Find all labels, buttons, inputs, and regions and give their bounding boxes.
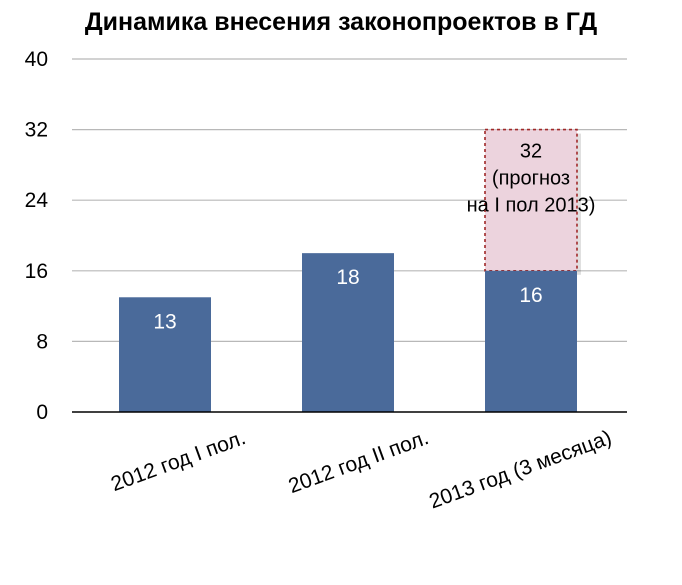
chart-title: Динамика внесения законопроектов в ГД: [85, 8, 598, 36]
forecast-label: 32 (прогноз на I пол 2013): [467, 141, 596, 217]
y-tick-label: 32: [25, 119, 48, 142]
y-axis-ticks: 0 8 16 24 32 40: [25, 48, 49, 424]
y-tick-label: 40: [25, 48, 48, 71]
forecast-label-line: (прогноз: [492, 168, 570, 190]
bar-value-label: 18: [336, 266, 359, 289]
x-category-label: 2013 год (3 месяца): [426, 426, 615, 513]
bar: [302, 253, 394, 412]
y-tick-label: 16: [25, 260, 48, 283]
bar-value-label: 16: [519, 284, 542, 307]
forecast-layer: 32 (прогноз на I пол 2013): [467, 128, 596, 275]
x-axis-categories: 2012 год I пол. 2012 год II пол.2013 год …: [108, 426, 615, 513]
bar: [119, 297, 211, 412]
bar: [485, 270, 577, 412]
bar-value-label: 13: [153, 310, 176, 333]
x-category-label: 2012 год II пол.: [285, 426, 431, 498]
data-labels: 13 18 16: [153, 266, 542, 333]
forecast-box: [484, 128, 578, 272]
y-tick-label: 24: [25, 189, 49, 212]
bars: [119, 253, 577, 412]
y-tick-label: 8: [36, 330, 48, 353]
forecast-label-line: на I пол 2013): [467, 195, 596, 217]
forecast-label-line: 32: [520, 141, 542, 163]
y-tick-label: 0: [36, 401, 48, 424]
x-category-label: 2012 год I пол.: [108, 426, 249, 496]
